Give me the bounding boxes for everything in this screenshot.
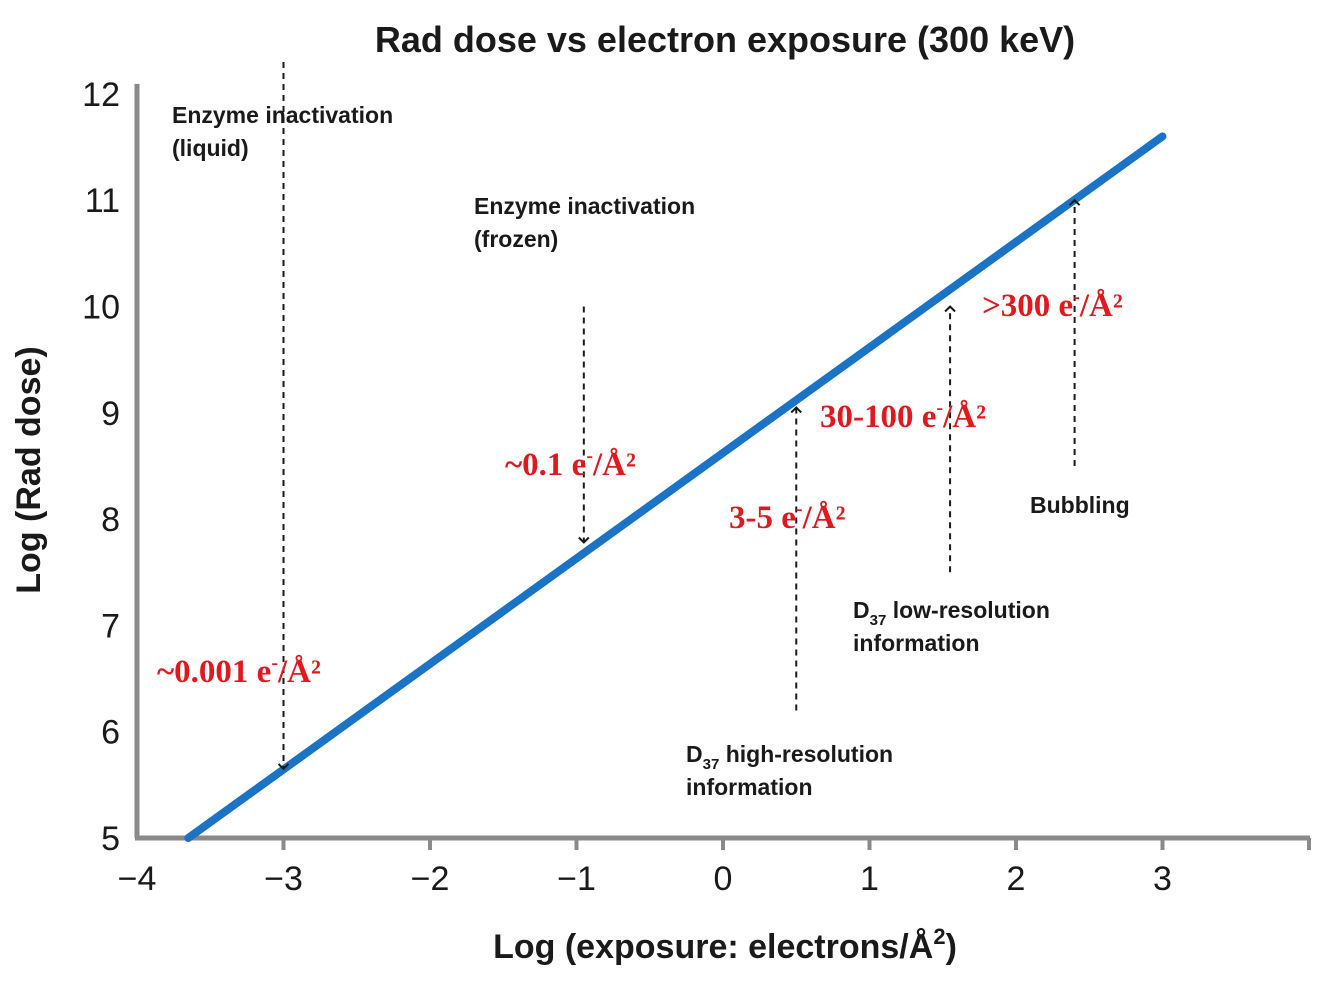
dose-label-0001-end: /Å² xyxy=(277,654,321,690)
dose-label-0001: ~0.001 e-/Å² xyxy=(157,652,321,690)
annotation-d37-high-rest: high-resolution xyxy=(719,741,893,767)
x-tick-label: 2 xyxy=(1007,860,1026,898)
dose-label-30-100-end: /Å² xyxy=(942,399,986,435)
x-tick-label: 1 xyxy=(860,860,879,898)
dose-label-30-100-main: 30-100 e xyxy=(820,399,936,435)
x-axis-label-end: ) xyxy=(946,928,957,966)
y-tick-label: 5 xyxy=(101,820,120,858)
y-axis-label: Log (Rad dose) xyxy=(10,346,48,593)
dose-label-30-100: 30-100 e-/Å² xyxy=(820,397,986,435)
y-tick-label: 7 xyxy=(101,607,120,645)
y-tick-label: 9 xyxy=(101,395,120,433)
x-tick-label: −3 xyxy=(264,860,303,898)
y-tick-label: 10 xyxy=(82,289,120,327)
annotation-enzyme-frozen: Enzyme inactivation (frozen) xyxy=(474,193,702,252)
dose-label-0001-main: ~0.001 e xyxy=(157,654,271,690)
dose-label-300-end: /Å² xyxy=(1079,288,1123,324)
annotation-enzyme-liquid: Enzyme inactivation (liquid) xyxy=(172,102,400,161)
annotation-enzyme-liquid-line2: (liquid) xyxy=(172,135,249,161)
annotation-d37-low-line2: information xyxy=(853,630,980,656)
arrows-group xyxy=(277,62,1081,771)
dose-label-300-sup: - xyxy=(1073,286,1080,308)
dose-label-3-5-main: 3-5 e xyxy=(729,500,796,536)
dose-label-01-sup: - xyxy=(586,445,593,467)
y-tick-label: 6 xyxy=(101,714,120,752)
series-group xyxy=(184,132,1167,842)
x-tick-label: −1 xyxy=(557,860,596,898)
annotation-d37-low-d: D xyxy=(853,597,870,623)
dose-label-01-end: /Å² xyxy=(592,447,636,483)
y-tick-label: 8 xyxy=(101,501,120,539)
annotation-d37-low: D37 low-resolution information xyxy=(853,597,1056,656)
annotation-d37-low-sub: 37 xyxy=(870,612,887,629)
dose-label-300-main: >300 e xyxy=(982,288,1073,324)
x-tick-label: −4 xyxy=(118,860,157,898)
annotation-enzyme-frozen-line1: Enzyme inactivation xyxy=(474,193,695,219)
annotation-d37-low-rest: low-resolution xyxy=(886,597,1050,623)
dose-label-01-main: ~0.1 e xyxy=(505,447,586,483)
x-axis-label-main: Log (exposure: electrons/Å xyxy=(493,928,933,966)
x-tick-label: 0 xyxy=(714,860,733,898)
dose-label-01: ~0.1 e-/Å² xyxy=(505,445,636,483)
series-line xyxy=(184,132,1167,842)
dose-label-30-100-sup: - xyxy=(936,397,943,419)
annotation-d37-high-sub: 37 xyxy=(703,756,720,773)
annotation-d37-high: D37 high-resolution information xyxy=(686,741,899,800)
dose-label-3-5-end: /Å² xyxy=(802,500,846,536)
x-tick-label: 3 xyxy=(1153,860,1172,898)
dose-label-300: >300 e-/Å² xyxy=(982,286,1123,324)
annotation-bubbling: Bubbling xyxy=(1030,492,1130,518)
dose-label-3-5-sup: - xyxy=(796,498,803,520)
x-axis-label: Log (exposure: electrons/Å2) xyxy=(493,924,957,966)
y-tick-label: 11 xyxy=(85,182,120,220)
x-tick-label: −2 xyxy=(411,860,450,898)
annotation-d37-high-line2: information xyxy=(686,774,813,800)
annotation-d37-high-d: D xyxy=(686,741,703,767)
axes xyxy=(134,83,1311,850)
x-axis-label-sup: 2 xyxy=(933,924,945,949)
annotation-enzyme-liquid-line1: Enzyme inactivation xyxy=(172,102,393,128)
annotation-enzyme-frozen-line2: (frozen) xyxy=(474,226,558,252)
dose-label-0001-sup: - xyxy=(271,652,278,674)
y-tick-label: 12 xyxy=(82,76,120,114)
chart-title: Rad dose vs electron exposure (300 keV) xyxy=(375,19,1075,60)
dose-label-3-5: 3-5 e-/Å² xyxy=(729,498,846,536)
